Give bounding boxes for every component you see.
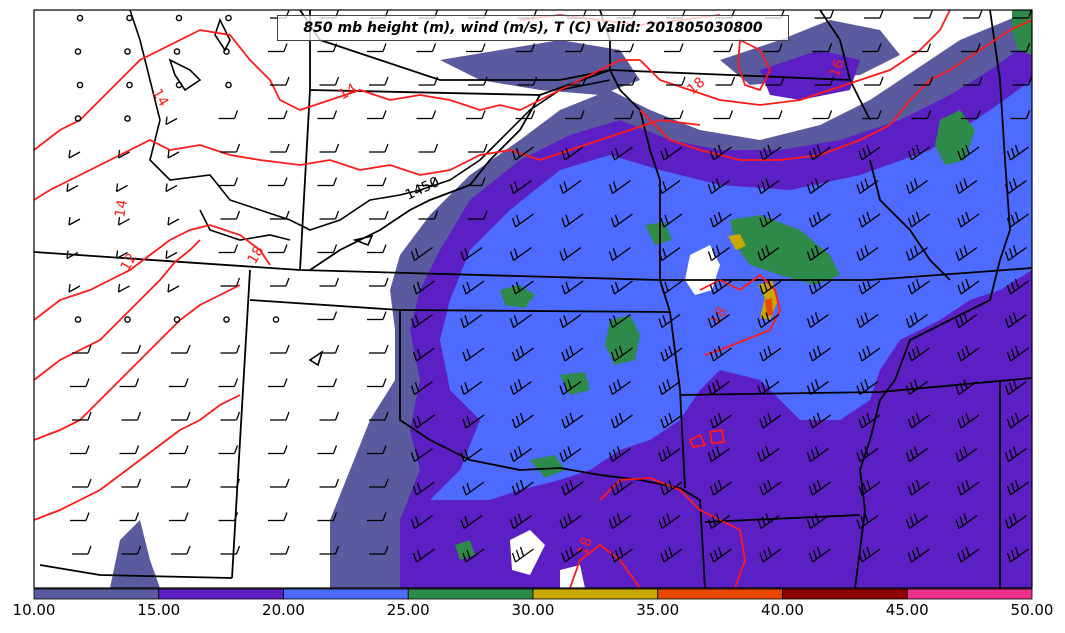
height-contour-c xyxy=(168,58,202,92)
colorbar-tick-label: 40.00 xyxy=(761,601,804,619)
border-mo-west xyxy=(659,279,686,489)
colorbar-tick-label: 10.00 xyxy=(12,601,56,619)
temp-label-1: 14 xyxy=(149,86,172,110)
temp-contour-e xyxy=(34,284,241,441)
temp-label-6: 14 xyxy=(112,198,131,218)
temp-contour-m xyxy=(737,38,772,92)
fill-20-25-east xyxy=(900,150,1032,280)
height-contour-e xyxy=(352,234,374,247)
temp-label-2: 14 xyxy=(336,81,360,104)
height-contour-b xyxy=(199,209,291,241)
border-il-east xyxy=(989,10,1011,261)
fill-25-30-e xyxy=(935,110,975,165)
height-contours xyxy=(129,10,611,367)
colorbar-segment xyxy=(657,588,783,600)
height-contour-f xyxy=(308,350,324,367)
temp-contour-i xyxy=(699,273,781,356)
fill-25-30-c xyxy=(730,215,840,285)
temp-contour-j xyxy=(599,477,746,588)
border-il-west xyxy=(869,159,951,281)
colorbar-tick-label: 25.00 xyxy=(386,601,430,619)
temp-contour-f xyxy=(34,394,241,521)
colorbar-tick-label: 35.00 xyxy=(636,601,680,619)
fill-25-30-f xyxy=(1012,10,1032,55)
map-title: 850 mb height (m), wind (m/s), T (C) Val… xyxy=(277,15,789,41)
colorbar-tick-label: 50.00 xyxy=(1010,601,1054,619)
colorbar-segment xyxy=(782,588,908,600)
fill-25-30-g xyxy=(530,455,565,478)
border-tx-bottom xyxy=(39,564,233,579)
colorbar-tick-label: 30.00 xyxy=(511,601,555,619)
border-ar-north xyxy=(679,391,881,396)
temp-contour-h xyxy=(639,19,1032,161)
colorbar xyxy=(33,588,1033,600)
border-ne-river xyxy=(309,94,541,271)
colorbar-segment xyxy=(532,588,659,600)
height-contour-a xyxy=(129,10,611,231)
temp-label-7: 12 xyxy=(118,251,141,274)
map-frame xyxy=(33,9,1033,589)
temp-contour-l xyxy=(688,428,726,449)
border-mn-river xyxy=(609,69,661,280)
colorbar-tick-label: 15.00 xyxy=(137,601,181,619)
colorbar-segment xyxy=(906,588,1033,600)
colorbar-tick-label: 20.00 xyxy=(262,601,305,619)
temp-contour-k xyxy=(569,543,641,588)
fill-25-30-b xyxy=(605,315,640,365)
fill-gap-b xyxy=(510,530,545,575)
temp-contour-c xyxy=(34,224,271,321)
border-ks-ok xyxy=(399,309,671,313)
fill-25-30-a xyxy=(500,285,535,308)
fill-10-15-north xyxy=(440,40,640,95)
temp-contour-b xyxy=(34,119,701,201)
border-tn-north xyxy=(879,377,1032,393)
fill-25-30-h xyxy=(560,372,590,395)
fill-gap-c xyxy=(560,565,585,588)
border-tx-ok xyxy=(399,310,706,588)
contour-labels: 1450 14 14 18 18 16 14 12 18 18 xyxy=(112,57,848,557)
temp-contour-d xyxy=(34,239,201,381)
fill-30-35 xyxy=(728,234,778,320)
state-borders xyxy=(34,10,1032,588)
temp-contour-a xyxy=(34,29,640,151)
temperature-contours xyxy=(34,10,1032,588)
fill-25-30-d xyxy=(645,222,672,245)
colorbar-segment xyxy=(158,588,284,600)
fill-gap-a xyxy=(685,245,720,295)
temp-label-5: 16 xyxy=(827,57,848,79)
colorbar-segment xyxy=(407,588,534,600)
temp-contour-g xyxy=(639,10,951,106)
colorbar-segment xyxy=(33,588,160,600)
temp-label-8: 18 xyxy=(708,305,731,328)
fill-25-30-i xyxy=(455,540,475,560)
border-ar-south xyxy=(704,514,861,523)
colorbar-tick-label: 45.00 xyxy=(885,601,929,619)
temp-label-4: 18 xyxy=(245,244,268,267)
border-nm-north xyxy=(249,299,401,311)
fill-35-40 xyxy=(765,298,773,316)
border-wi xyxy=(819,10,851,81)
fill-20-25 xyxy=(430,80,1032,500)
colorbar-segment xyxy=(283,588,409,600)
border-co-ks xyxy=(231,269,251,579)
